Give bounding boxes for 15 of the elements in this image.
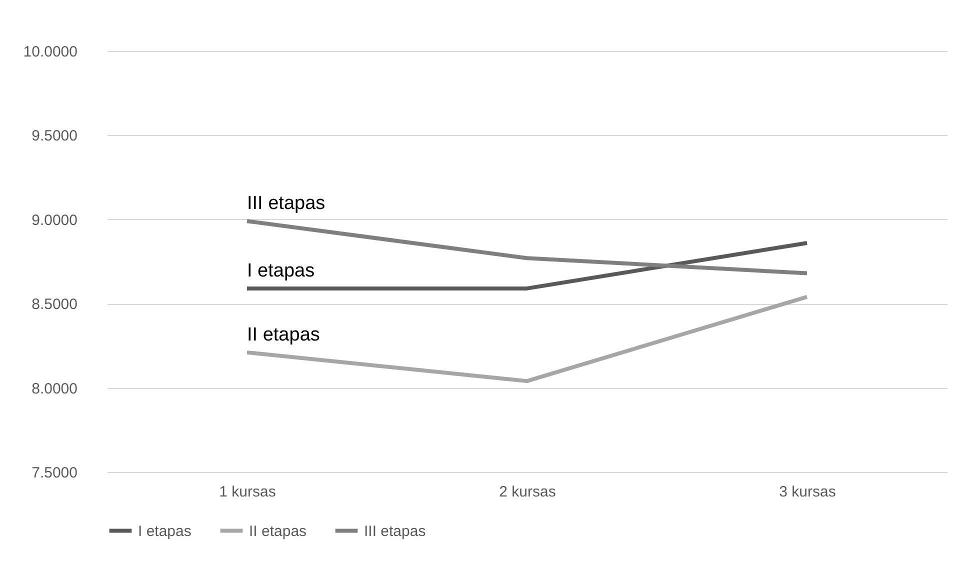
annotation: II etapas xyxy=(247,324,320,346)
x-tick-label: 1 kursas xyxy=(219,484,276,500)
annotation: III etapas xyxy=(247,193,326,214)
y-tick-label: 9.0000 xyxy=(32,212,78,229)
legend-label: II etapas xyxy=(249,522,307,540)
y-tick-label: 7.5000 xyxy=(32,464,78,482)
annotation: I etapas xyxy=(247,260,315,282)
x-tick-label: 2 kursas xyxy=(499,484,556,500)
legend-label: I etapas xyxy=(138,522,192,540)
y-tick-label: 9.5000 xyxy=(32,128,78,145)
legend-label: III etapas xyxy=(364,522,426,540)
y-tick-label: 10.0000 xyxy=(23,44,78,60)
y-tick-label: 8.5000 xyxy=(32,296,78,314)
y-tick-label: 8.0000 xyxy=(32,380,78,398)
x-tick-label: 3 kursas xyxy=(779,484,836,500)
